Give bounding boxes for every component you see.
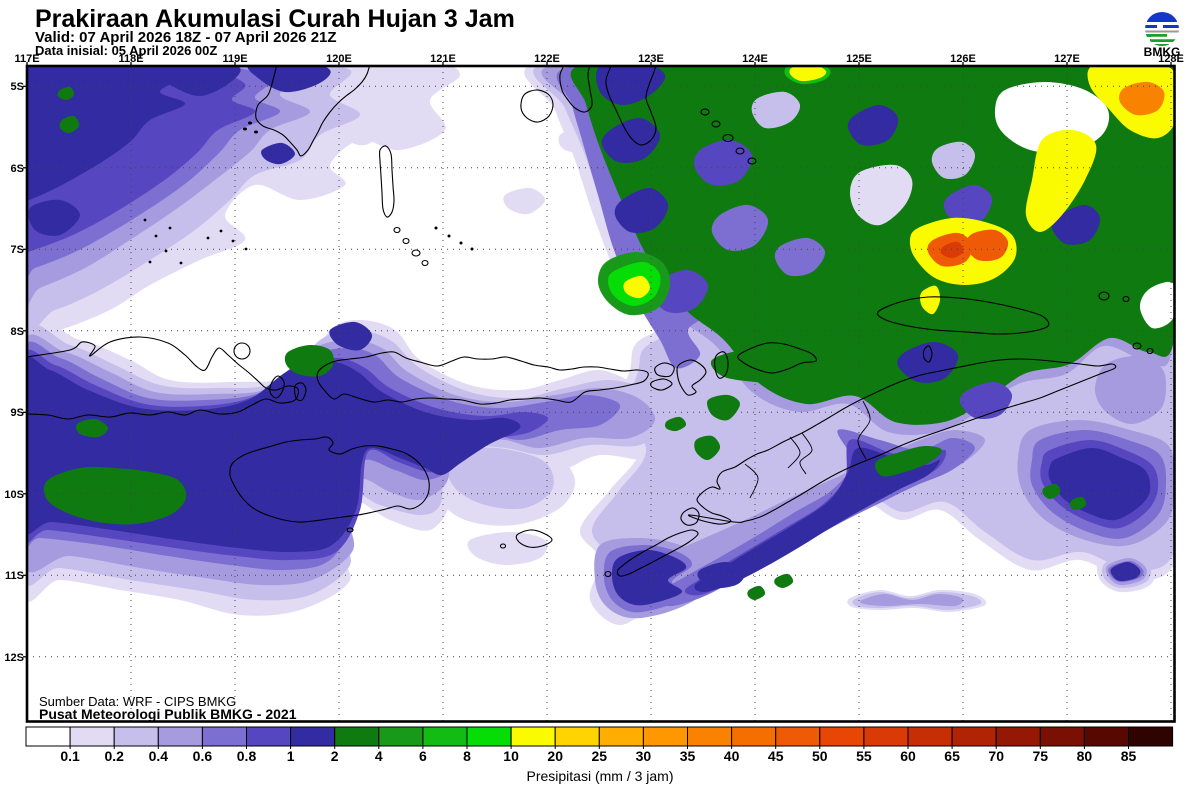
svg-text:85: 85 [1121,748,1137,764]
svg-text:Presipitasi (mm / 3 jam): Presipitasi (mm / 3 jam) [526,768,673,784]
svg-text:120E: 120E [326,53,352,65]
svg-text:12S: 12S [4,652,24,664]
svg-text:127E: 127E [1054,53,1080,65]
svg-text:25: 25 [592,748,608,764]
svg-text:11S: 11S [5,570,24,582]
svg-text:125E: 125E [846,53,872,65]
svg-text:Pusat Meteorologi Publik BMKG: Pusat Meteorologi Publik BMKG - 2021 [39,706,297,722]
svg-text:Valid: 07 April 2026 18Z - 07: Valid: 07 April 2026 18Z - 07 April 2026… [35,29,337,46]
svg-text:55: 55 [856,748,872,764]
svg-text:6S: 6S [11,163,24,175]
svg-text:124E: 124E [742,53,768,65]
svg-text:0.8: 0.8 [237,748,257,764]
svg-text:126E: 126E [950,53,976,65]
svg-text:45: 45 [768,748,784,764]
svg-text:7S: 7S [11,244,24,256]
svg-text:6: 6 [419,748,427,764]
svg-text:8S: 8S [11,326,24,338]
svg-text:118E: 118E [118,53,143,65]
svg-text:10S: 10S [4,489,24,501]
svg-text:50: 50 [812,748,828,764]
svg-text:Sumber Data: WRF - CIPS BMKG: Sumber Data: WRF - CIPS BMKG [39,694,236,709]
svg-text:9S: 9S [11,407,24,419]
svg-text:0.6: 0.6 [193,748,213,764]
svg-text:Prakiraan Akumulasi Curah Huja: Prakiraan Akumulasi Curah Hujan 3 Jam [35,5,515,33]
svg-text:BMKG: BMKG [1144,45,1181,59]
svg-text:4: 4 [375,748,383,764]
svg-text:35: 35 [680,748,696,764]
svg-text:30: 30 [636,748,652,764]
svg-text:80: 80 [1077,748,1093,764]
svg-text:0.4: 0.4 [149,748,169,764]
svg-text:128E: 128E [1158,53,1184,65]
svg-text:1: 1 [287,748,295,764]
svg-text:5S: 5S [11,81,24,93]
svg-text:123E: 123E [638,53,664,65]
svg-text:10: 10 [503,748,519,764]
svg-text:8: 8 [463,748,471,764]
svg-text:40: 40 [724,748,740,764]
svg-text:70: 70 [988,748,1004,764]
svg-text:0.2: 0.2 [104,748,124,764]
svg-text:122E: 122E [534,53,560,65]
svg-text:60: 60 [900,748,916,764]
svg-text:2: 2 [331,748,339,764]
svg-text:Data inisial: 05 April 2026 00: Data inisial: 05 April 2026 00Z [35,43,217,58]
svg-text:20: 20 [547,748,563,764]
svg-text:117E: 117E [14,53,39,65]
svg-text:65: 65 [944,748,960,764]
svg-text:121E: 121E [430,53,456,65]
svg-text:0.1: 0.1 [60,748,80,764]
svg-text:75: 75 [1033,748,1049,764]
svg-text:119E: 119E [222,53,247,65]
